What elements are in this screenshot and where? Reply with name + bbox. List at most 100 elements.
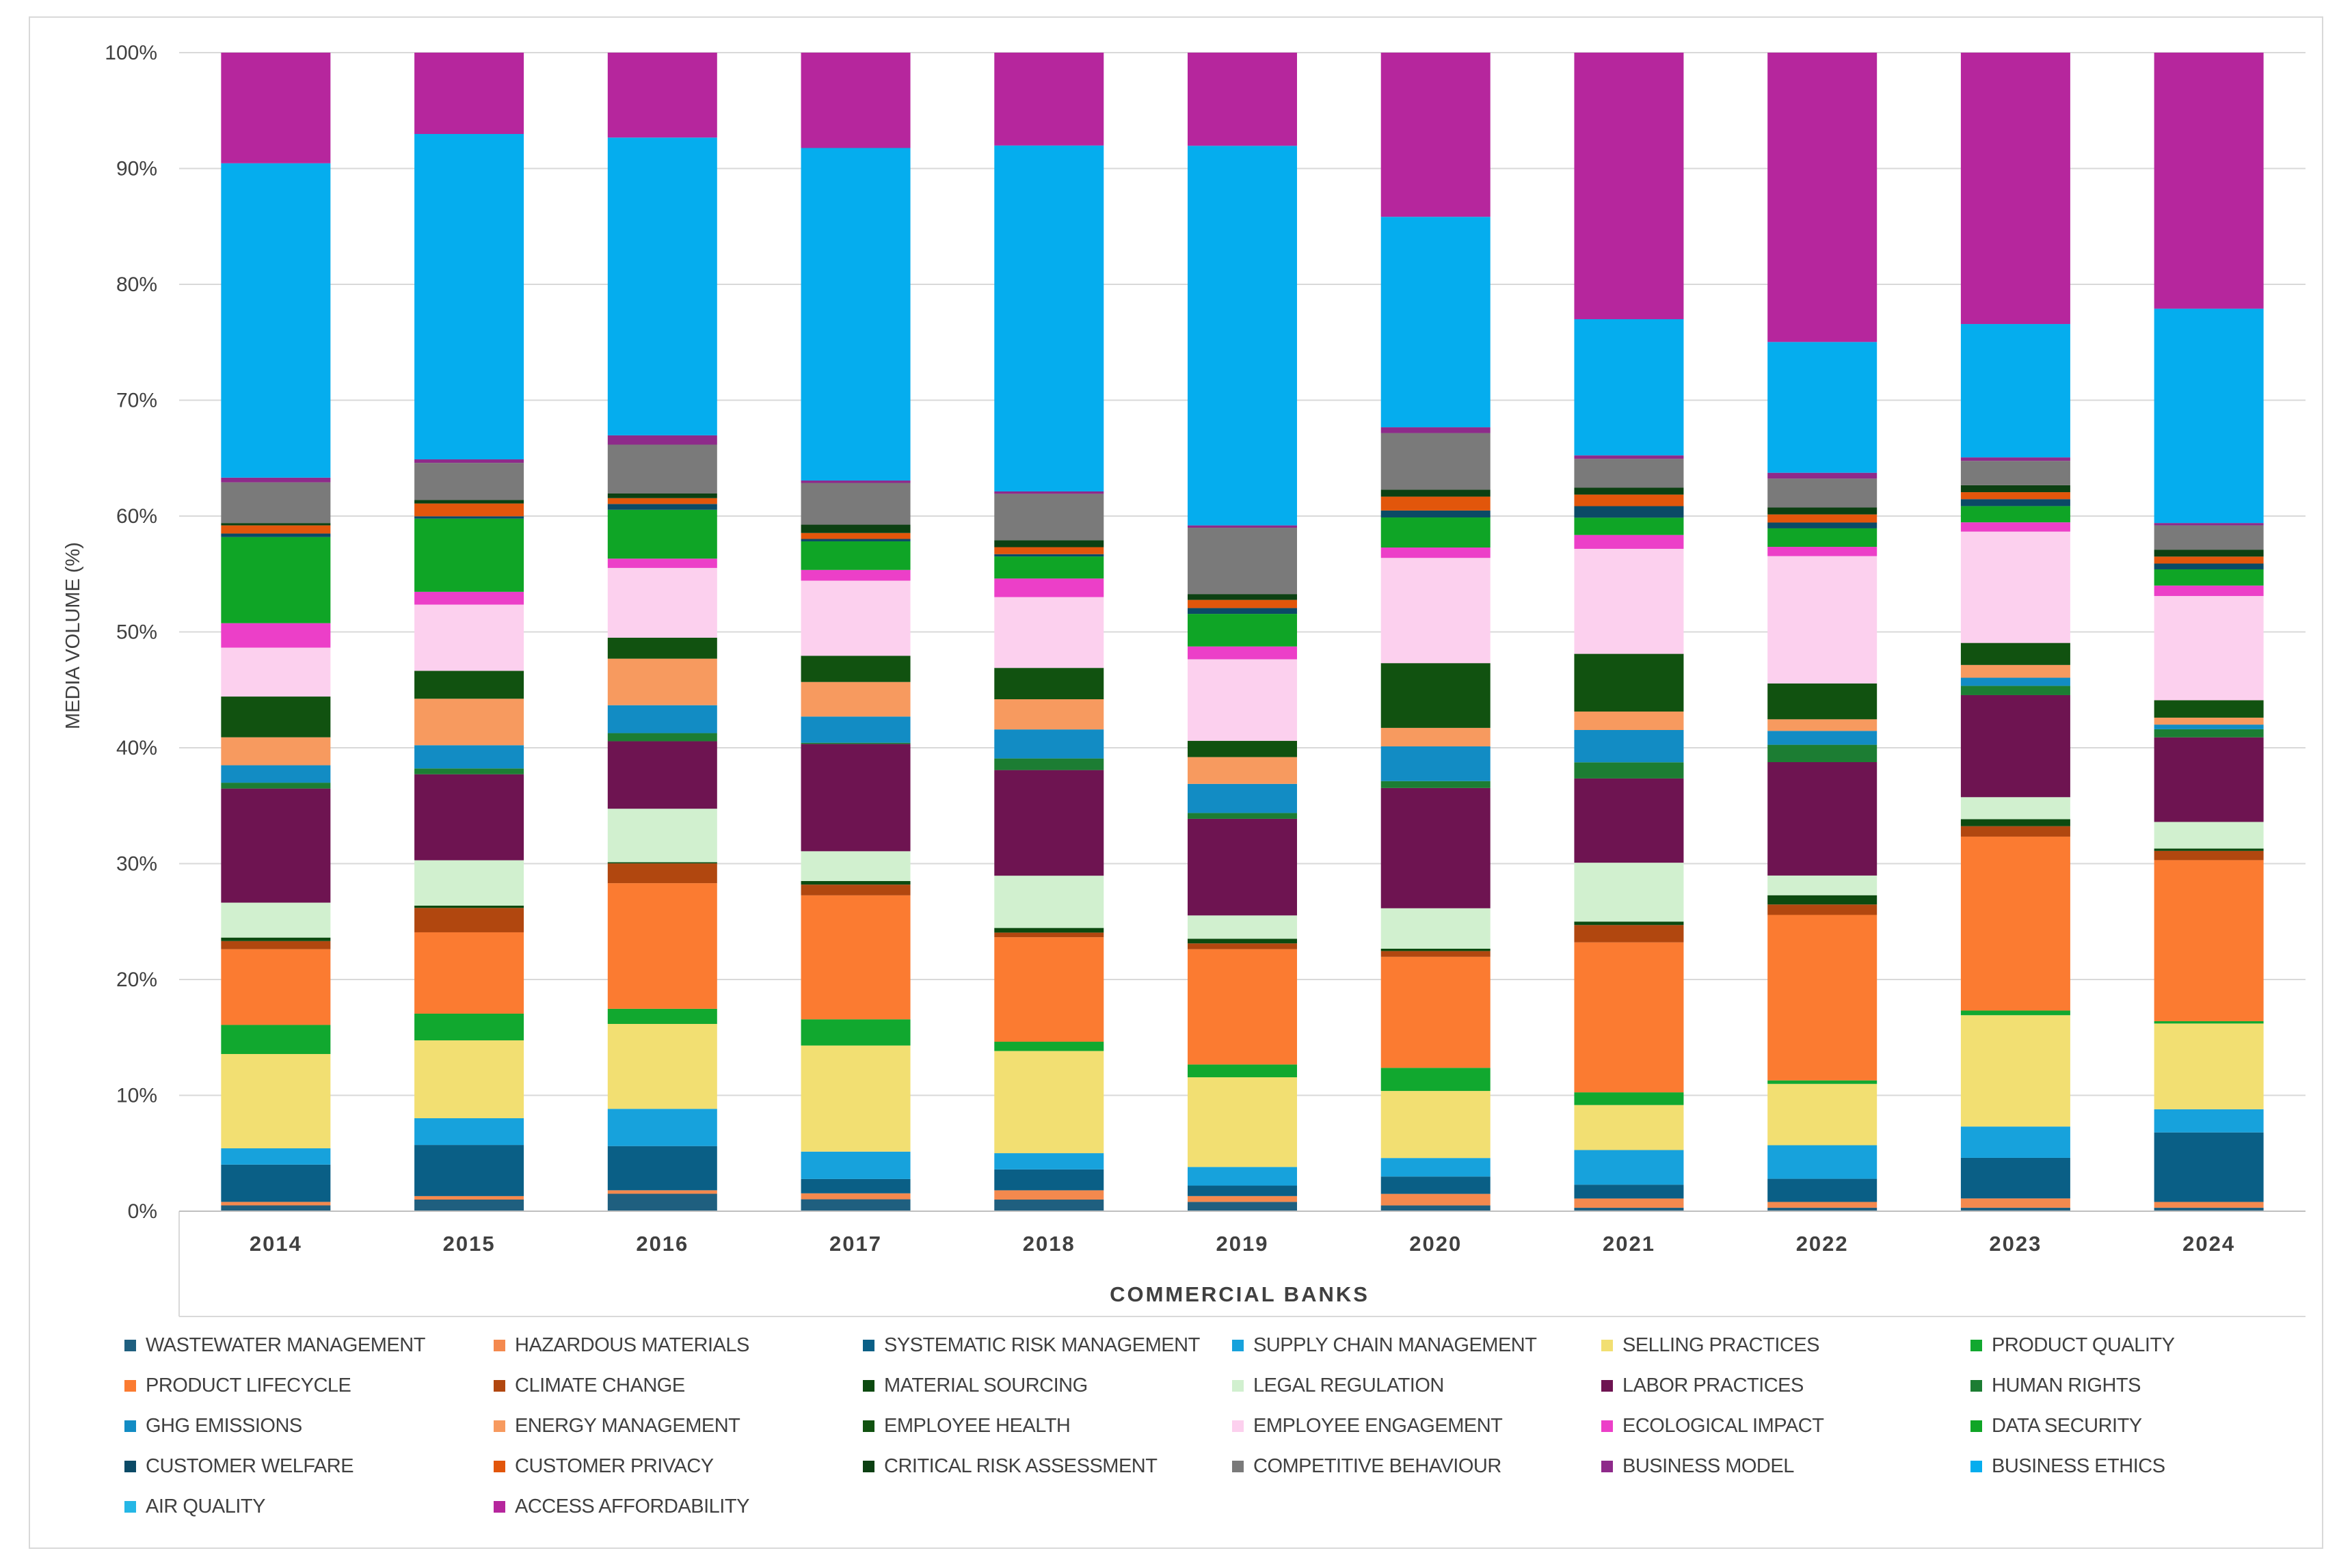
bar-segment xyxy=(1188,783,1297,813)
bar-segment xyxy=(414,774,524,861)
bar-segment xyxy=(2154,725,2264,729)
bar-segment xyxy=(1380,1091,1491,1159)
legend-item: COMPETITIVE BEHAVIOUR xyxy=(1232,1452,1501,1480)
legend-swatch xyxy=(1232,1339,1244,1351)
bar-segment xyxy=(1380,433,1491,490)
legend-label: GHG EMISSIONS xyxy=(146,1414,302,1437)
bar-segment xyxy=(221,647,331,697)
bar-segment xyxy=(2154,729,2264,738)
bar-segment xyxy=(1188,943,1297,949)
bar-segment xyxy=(994,556,1104,579)
legend-label: ACCESS AFFORDABILITY xyxy=(515,1495,749,1517)
x-tick-label: 2024 xyxy=(2182,1232,2235,1256)
bar-segment xyxy=(801,655,911,682)
bar-segment xyxy=(1380,951,1491,957)
bar-segment xyxy=(607,444,717,494)
bar-segment xyxy=(1960,531,2070,643)
bar-segment xyxy=(2154,1207,2264,1211)
bar-segment xyxy=(2154,1109,2264,1133)
bar-segment xyxy=(607,1008,717,1025)
bar-segment xyxy=(414,768,524,774)
bar-segment xyxy=(1960,694,2070,798)
bar-segment xyxy=(1960,1015,2070,1127)
bar-segment xyxy=(1767,522,1877,528)
bar-segment xyxy=(994,876,1104,928)
bar-segment xyxy=(801,884,911,895)
bar-segment xyxy=(1574,762,1684,779)
bar-segment xyxy=(1767,1202,1877,1208)
bar-segment xyxy=(1960,1207,2070,1211)
legend-swatch xyxy=(1970,1460,1982,1472)
bar-segment xyxy=(2154,523,2264,526)
legend-item: HUMAN RIGHTS xyxy=(1970,1372,2141,1399)
bar-segment xyxy=(2154,1132,2264,1202)
bar-segment xyxy=(1188,528,1297,595)
bar-segment xyxy=(1188,1202,1297,1211)
bar-segment xyxy=(1960,492,2070,500)
legend-swatch xyxy=(124,1500,136,1513)
y-tick-label: 20% xyxy=(116,969,157,991)
bar-segment xyxy=(1767,761,1877,876)
bar-segment xyxy=(607,1190,717,1194)
bar-segment xyxy=(994,145,1104,491)
bar-segment xyxy=(1574,1092,1684,1105)
bar-segment xyxy=(221,533,331,537)
legend-item: EMPLOYEE HEALTH xyxy=(863,1412,1071,1439)
legend-label: PRODUCT QUALITY xyxy=(1992,1334,2175,1356)
legend-label: ECOLOGICAL IMPACT xyxy=(1622,1414,1824,1437)
legend-item: BUSINESS MODEL xyxy=(1601,1452,1794,1480)
legend-swatch xyxy=(1970,1420,1982,1432)
legend-item: CUSTOMER PRIVACY xyxy=(494,1452,714,1480)
bar-segment xyxy=(414,459,524,463)
bar-segment xyxy=(801,1045,911,1152)
bar-segment xyxy=(994,758,1104,770)
bar-segment xyxy=(1960,677,2070,686)
bar-segment xyxy=(1188,608,1297,614)
y-tick-label: 90% xyxy=(116,158,157,180)
legend-swatch xyxy=(494,1460,505,1472)
bar-segment xyxy=(414,1195,524,1200)
bar-segment xyxy=(1960,324,2070,458)
bar-segment xyxy=(1380,489,1491,497)
bar-segment xyxy=(1767,478,1877,508)
bar-segment xyxy=(607,1193,717,1211)
legend-item: HAZARDOUS MATERIALS xyxy=(494,1332,749,1359)
bar-segment xyxy=(994,1190,1104,1200)
bar-segment xyxy=(2154,556,2264,564)
bar-segment xyxy=(801,880,911,885)
bar-segment xyxy=(1188,757,1297,784)
bar-segment xyxy=(2154,850,2264,861)
legend-label: AIR QUALITY xyxy=(146,1495,266,1517)
bar-stack-2016 xyxy=(607,53,717,1211)
bar-segment xyxy=(1188,599,1297,608)
bar-segment xyxy=(1960,643,2070,665)
bar-stack-2019 xyxy=(1188,53,1297,1211)
bar-segment xyxy=(1767,875,1877,895)
bar-segment xyxy=(1767,507,1877,515)
bar-segment xyxy=(1574,942,1684,1093)
bar-segment xyxy=(414,1199,524,1211)
bar-segment xyxy=(414,518,524,592)
bar-segment xyxy=(994,1153,1104,1170)
bar-stack-2020 xyxy=(1380,53,1491,1211)
x-tick-label: 2018 xyxy=(1023,1232,1075,1256)
legend-item: SUPPLY CHAIN MANAGEMENT xyxy=(1232,1332,1537,1359)
bar-segment xyxy=(1960,499,2070,506)
bar-segment xyxy=(414,699,524,746)
bar-segment xyxy=(1767,342,1877,473)
bar-segment xyxy=(1188,818,1297,916)
bar-segment xyxy=(1380,727,1491,746)
bar-segment xyxy=(801,744,911,852)
bar-segment xyxy=(801,53,911,148)
bar-segment xyxy=(1767,1080,1877,1084)
bar-stack-2018 xyxy=(994,53,1104,1211)
bar-segment xyxy=(1380,558,1491,664)
bar-segment xyxy=(221,1202,331,1206)
legend-swatch xyxy=(1232,1420,1244,1432)
bar-segment xyxy=(994,494,1104,541)
bar-segment xyxy=(1380,53,1491,217)
bar-segment xyxy=(414,745,524,769)
bar-segment xyxy=(1960,836,2070,1011)
bar-segment xyxy=(607,733,717,742)
legend-swatch xyxy=(124,1460,136,1472)
